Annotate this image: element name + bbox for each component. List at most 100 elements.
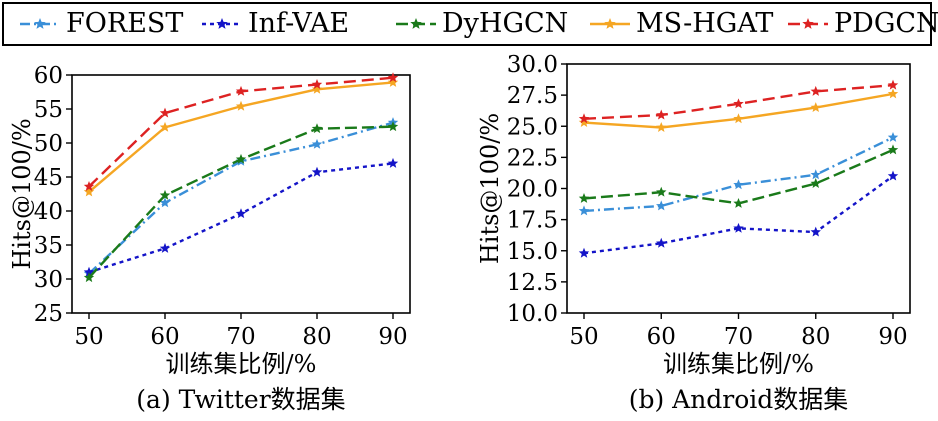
data-point-forest [733,179,744,190]
data-point-pdgcn [159,107,171,118]
series-line-pdgcn [88,76,394,188]
data-point-forest [887,131,899,142]
y-tick-label: 17.5 [507,208,558,234]
data-point-pdgcn [733,98,744,109]
series-forest [83,117,399,279]
data-point-ms-hgat [83,186,95,197]
y-axis-label: Hits@100/% [8,118,36,269]
data-point-inf-vae [656,237,667,248]
x-tick-label: 60 [647,324,676,350]
data-point-forest [159,197,171,208]
x-tick-label: 80 [302,324,331,350]
series-pdgcn [83,72,399,191]
data-point-ms-hgat [810,102,821,113]
y-tick-label: 22.5 [507,145,558,171]
data-point-dyhgcn [387,121,399,132]
y-tick-label: 12.5 [507,270,558,296]
legend-line-ms-hgat [590,18,630,29]
series-ms-hgat [578,88,899,132]
series-line-dyhgcn [88,125,394,279]
data-point-inf-vae [387,157,399,168]
legend-line-inf-vae [202,18,242,29]
x-tick-label: 60 [150,324,179,350]
series-line-forest [88,121,394,275]
legend-label: MS-HGAT [636,8,774,39]
series-pdgcn [578,79,899,124]
data-point-inf-vae [733,222,744,233]
data-point-inf-vae [887,170,899,181]
legend-marker-star-icon [410,18,422,29]
data-point-ms-hgat [887,88,899,99]
data-point-pdgcn [656,109,667,120]
y-tick-label: 55 [34,97,63,123]
data-point-inf-vae [83,266,95,277]
y-tick-label: 40 [34,199,63,225]
data-point-dyhgcn [159,189,171,200]
x-tick-label: 90 [878,324,907,350]
series-ms-hgat [83,76,399,197]
data-point-pdgcn [387,72,399,83]
data-point-dyhgcn [83,272,95,283]
x-tick-label: 50 [74,324,103,350]
y-tick-label: 30.0 [507,52,558,78]
x-axis-label: 训练集比例/% [166,350,317,378]
chart-legend: FOREST Inf-VAE DyHGCN MS-HGAT PDGCN [2,2,938,46]
data-point-ms-hgat [656,122,667,132]
data-point-inf-vae [311,166,323,177]
data-point-dyhgcn [656,186,667,197]
data-point-inf-vae [235,208,247,219]
series-inf-vae [83,157,399,277]
y-tick-label: 45 [34,165,63,191]
x-tick-label: 70 [724,324,753,350]
y-tick-label: 25 [34,301,63,327]
legend-label: DyHGCN [442,8,569,39]
data-point-dyhgcn [810,178,821,188]
panel-twitter: 25 30 35 40 45 50 55 60 50 60 70 80 90 训练集比例/% Hits@10… [8,63,411,414]
legend-marker-star-icon [34,18,46,29]
data-point-forest [578,205,590,216]
series-dyhgcn [83,121,399,283]
y-tick-label: 50 [34,131,63,157]
series-inf-vae [578,170,899,258]
data-point-dyhgcn [578,192,590,203]
data-point-pdgcn [887,79,899,90]
legend-label: FOREST [66,8,184,39]
y-tick-label: 35 [34,233,63,259]
x-tick-label: 80 [801,324,830,350]
data-point-ms-hgat [578,117,590,127]
data-point-ms-hgat [159,121,171,132]
data-point-ms-hgat [235,100,247,111]
data-point-dyhgcn [311,123,323,134]
data-point-pdgcn [311,79,323,89]
y-tick-label: 10.0 [507,301,558,327]
data-point-pdgcn [578,113,590,124]
data-point-inf-vae [159,242,171,253]
y-tick-label: 15.0 [507,239,558,265]
legend-line-dyhgcn [396,18,436,29]
panel-caption: (b) Android数据集 [629,385,849,414]
series-line-forest [583,136,894,213]
legend-marker-star-icon [604,18,616,29]
plot-frame [71,74,411,314]
data-point-inf-vae [810,226,821,237]
data-point-dyhgcn [733,197,744,208]
series-line-inf-vae [88,162,394,274]
data-point-pdgcn [810,85,821,96]
legend-line-forest [20,18,60,29]
x-tick-label: 90 [378,324,407,350]
data-point-forest [810,169,821,180]
panel-caption: (a) Twitter数据集 [136,385,345,414]
data-point-forest [656,200,667,211]
y-tick-label: 25.0 [507,114,558,140]
data-point-pdgcn [235,85,247,96]
legend-marker-star-icon [802,18,814,29]
y-tick-label: 20.0 [507,177,558,203]
series-line-ms-hgat [88,81,394,193]
legend-line-pdgcn [788,18,828,29]
data-point-pdgcn [83,181,95,191]
data-point-ms-hgat [311,83,323,94]
panel-android: 10.0 12.5 15.0 17.5 20.0 22.5 25.0 27.5 30.0 50 60… [476,52,911,414]
data-point-ms-hgat [387,76,399,87]
legend-label: PDGCN [834,8,938,39]
